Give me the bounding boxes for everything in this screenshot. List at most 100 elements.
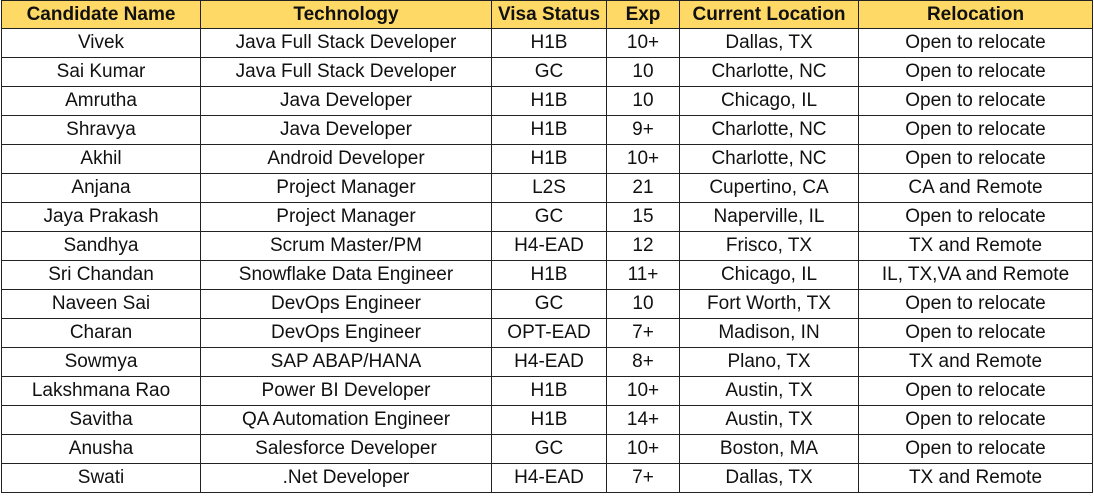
cell-current-location[interactable]: Frisco, TX: [679, 231, 859, 261]
cell-current-location[interactable]: Charlotte, NC: [679, 115, 859, 145]
cell-candidate-name[interactable]: Charan: [1, 318, 201, 348]
header-technology[interactable]: Technology: [200, 0, 492, 29]
header-candidate-name[interactable]: Candidate Name: [1, 0, 201, 29]
cell-exp[interactable]: 10: [606, 289, 680, 319]
cell-candidate-name[interactable]: Amrutha: [1, 86, 201, 116]
cell-exp[interactable]: 10+: [606, 28, 680, 58]
cell-exp[interactable]: 10: [606, 86, 680, 116]
cell-exp[interactable]: 8+: [606, 347, 680, 377]
cell-current-location[interactable]: Plano, TX: [679, 347, 859, 377]
cell-technology[interactable]: DevOps Engineer: [200, 289, 492, 319]
cell-visa-status[interactable]: H1B: [491, 86, 607, 116]
cell-relocation[interactable]: Open to relocate: [858, 434, 1093, 464]
cell-technology[interactable]: Java Full Stack Developer: [200, 28, 492, 58]
cell-candidate-name[interactable]: Sandhya: [1, 231, 201, 261]
cell-relocation[interactable]: IL, TX,VA and Remote: [858, 260, 1093, 290]
cell-relocation[interactable]: TX and Remote: [858, 463, 1093, 493]
cell-visa-status[interactable]: L2S: [491, 173, 607, 203]
cell-exp[interactable]: 10+: [606, 434, 680, 464]
cell-exp[interactable]: 10+: [606, 376, 680, 406]
cell-technology[interactable]: SAP ABAP/HANA: [200, 347, 492, 377]
cell-current-location[interactable]: Chicago, IL: [679, 260, 859, 290]
cell-technology[interactable]: Scrum Master/PM: [200, 231, 492, 261]
cell-relocation[interactable]: TX and Remote: [858, 347, 1093, 377]
cell-technology[interactable]: Snowflake Data Engineer: [200, 260, 492, 290]
cell-candidate-name[interactable]: Swati: [1, 463, 201, 493]
cell-relocation[interactable]: Open to relocate: [858, 144, 1093, 174]
cell-candidate-name[interactable]: Lakshmana Rao: [1, 376, 201, 406]
cell-relocation[interactable]: Open to relocate: [858, 115, 1093, 145]
cell-visa-status[interactable]: H1B: [491, 376, 607, 406]
cell-current-location[interactable]: Austin, TX: [679, 405, 859, 435]
cell-candidate-name[interactable]: Shravya: [1, 115, 201, 145]
cell-candidate-name[interactable]: Naveen Sai: [1, 289, 201, 319]
cell-technology[interactable]: Android Developer: [200, 144, 492, 174]
cell-current-location[interactable]: Charlotte, NC: [679, 144, 859, 174]
cell-visa-status[interactable]: H1B: [491, 144, 607, 174]
header-current-location[interactable]: Current Location: [679, 0, 859, 29]
cell-technology[interactable]: QA Automation Engineer: [200, 405, 492, 435]
cell-exp[interactable]: 15: [606, 202, 680, 232]
cell-visa-status[interactable]: H4-EAD: [491, 463, 607, 493]
cell-technology[interactable]: Salesforce Developer: [200, 434, 492, 464]
header-relocation[interactable]: Relocation: [858, 0, 1093, 29]
cell-candidate-name[interactable]: Sowmya: [1, 347, 201, 377]
cell-exp[interactable]: 10+: [606, 144, 680, 174]
cell-exp[interactable]: 7+: [606, 318, 680, 348]
cell-candidate-name[interactable]: Anjana: [1, 173, 201, 203]
cell-current-location[interactable]: Boston, MA: [679, 434, 859, 464]
cell-candidate-name[interactable]: Savitha: [1, 405, 201, 435]
cell-technology[interactable]: Project Manager: [200, 173, 492, 203]
cell-visa-status[interactable]: GC: [491, 57, 607, 87]
cell-current-location[interactable]: Fort Worth, TX: [679, 289, 859, 319]
cell-relocation[interactable]: Open to relocate: [858, 86, 1093, 116]
cell-candidate-name[interactable]: Sai Kumar: [1, 57, 201, 87]
cell-current-location[interactable]: Chicago, IL: [679, 86, 859, 116]
header-exp[interactable]: Exp: [606, 0, 680, 29]
cell-current-location[interactable]: Naperville, IL: [679, 202, 859, 232]
cell-exp[interactable]: 21: [606, 173, 680, 203]
cell-exp[interactable]: 14+: [606, 405, 680, 435]
cell-technology[interactable]: .Net Developer: [200, 463, 492, 493]
cell-exp[interactable]: 9+: [606, 115, 680, 145]
cell-relocation[interactable]: Open to relocate: [858, 376, 1093, 406]
cell-exp[interactable]: 10: [606, 57, 680, 87]
cell-current-location[interactable]: Austin, TX: [679, 376, 859, 406]
cell-technology[interactable]: Java Developer: [200, 86, 492, 116]
cell-visa-status[interactable]: OPT-EAD: [491, 318, 607, 348]
cell-visa-status[interactable]: H1B: [491, 405, 607, 435]
cell-candidate-name[interactable]: Vivek: [1, 28, 201, 58]
cell-visa-status[interactable]: H4-EAD: [491, 347, 607, 377]
cell-exp[interactable]: 11+: [606, 260, 680, 290]
cell-relocation[interactable]: Open to relocate: [858, 405, 1093, 435]
cell-relocation[interactable]: Open to relocate: [858, 289, 1093, 319]
cell-current-location[interactable]: Dallas, TX: [679, 463, 859, 493]
cell-visa-status[interactable]: H4-EAD: [491, 231, 607, 261]
cell-relocation[interactable]: CA and Remote: [858, 173, 1093, 203]
cell-technology[interactable]: Java Full Stack Developer: [200, 57, 492, 87]
cell-candidate-name[interactable]: Akhil: [1, 144, 201, 174]
cell-visa-status[interactable]: H1B: [491, 115, 607, 145]
cell-visa-status[interactable]: GC: [491, 289, 607, 319]
cell-technology[interactable]: Project Manager: [200, 202, 492, 232]
cell-current-location[interactable]: Charlotte, NC: [679, 57, 859, 87]
cell-technology[interactable]: Power BI Developer: [200, 376, 492, 406]
cell-visa-status[interactable]: GC: [491, 202, 607, 232]
cell-visa-status[interactable]: H1B: [491, 260, 607, 290]
cell-relocation[interactable]: Open to relocate: [858, 318, 1093, 348]
cell-candidate-name[interactable]: Sri Chandan: [1, 260, 201, 290]
cell-current-location[interactable]: Dallas, TX: [679, 28, 859, 58]
cell-relocation[interactable]: Open to relocate: [858, 57, 1093, 87]
header-visa-status[interactable]: Visa Status: [491, 0, 607, 29]
cell-exp[interactable]: 12: [606, 231, 680, 261]
cell-visa-status[interactable]: H1B: [491, 28, 607, 58]
cell-relocation[interactable]: Open to relocate: [858, 28, 1093, 58]
cell-current-location[interactable]: Cupertino, CA: [679, 173, 859, 203]
cell-technology[interactable]: DevOps Engineer: [200, 318, 492, 348]
cell-current-location[interactable]: Madison, IN: [679, 318, 859, 348]
cell-exp[interactable]: 7+: [606, 463, 680, 493]
cell-relocation[interactable]: TX and Remote: [858, 231, 1093, 261]
cell-candidate-name[interactable]: Jaya Prakash: [1, 202, 201, 232]
cell-technology[interactable]: Java Developer: [200, 115, 492, 145]
cell-visa-status[interactable]: GC: [491, 434, 607, 464]
